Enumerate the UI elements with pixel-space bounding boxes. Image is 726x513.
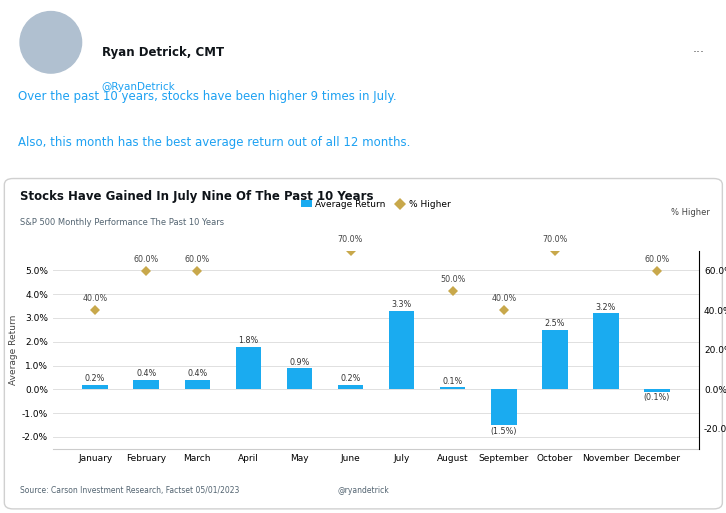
Text: % Higher: % Higher <box>671 208 710 217</box>
Text: 90.0%: 90.0% <box>0 512 1 513</box>
Bar <box>440 387 465 389</box>
Bar <box>287 368 312 389</box>
Circle shape <box>20 12 81 73</box>
Bar <box>644 389 670 392</box>
Text: 0.2%: 0.2% <box>340 374 361 383</box>
Text: 1.8%: 1.8% <box>238 336 258 345</box>
Text: 70.0%: 70.0% <box>338 235 363 244</box>
Bar <box>134 380 159 389</box>
Bar <box>236 347 261 389</box>
Text: 60.0%: 60.0% <box>134 255 159 264</box>
Bar <box>593 313 619 389</box>
Text: Stocks Have Gained In July Nine Of The Past 10 Years: Stocks Have Gained In July Nine Of The P… <box>20 190 374 203</box>
Bar <box>542 330 568 389</box>
Text: 2.5%: 2.5% <box>544 320 565 328</box>
Bar <box>389 311 415 389</box>
Text: ···: ··· <box>692 46 704 59</box>
Text: 0.4%: 0.4% <box>187 369 208 379</box>
Bar <box>184 380 210 389</box>
Text: 0.1%: 0.1% <box>443 377 462 386</box>
Text: (0.1%): (0.1%) <box>644 393 670 402</box>
Text: S&P 500 Monthly Performance The Past 10 Years: S&P 500 Monthly Performance The Past 10 … <box>20 218 224 227</box>
Text: 90.0%: 90.0% <box>0 512 1 513</box>
Bar <box>491 389 516 425</box>
Text: 50.0%: 50.0% <box>440 274 465 284</box>
Text: @RyanDetrick: @RyanDetrick <box>102 82 176 92</box>
Text: 70.0%: 70.0% <box>542 235 568 244</box>
Text: Source: Carson Investment Research, Factset 05/01/2023: Source: Carson Investment Research, Fact… <box>20 486 240 495</box>
Text: 90.0%: 90.0% <box>0 512 1 513</box>
Text: 0.4%: 0.4% <box>136 369 156 379</box>
Text: @ryandetrick: @ryandetrick <box>337 486 389 495</box>
Text: Also, this month has the best average return out of all 12 months.: Also, this month has the best average re… <box>18 136 410 149</box>
Bar <box>338 385 363 389</box>
Text: 0.2%: 0.2% <box>85 374 105 383</box>
Text: 40.0%: 40.0% <box>491 294 516 303</box>
Text: 40.0%: 40.0% <box>83 294 107 303</box>
Y-axis label: Average Return: Average Return <box>9 315 17 385</box>
Legend: Average Return, % Higher: Average Return, % Higher <box>298 196 454 212</box>
Text: 60.0%: 60.0% <box>184 255 210 264</box>
Text: Over the past 10 years, stocks have been higher 9 times in July.: Over the past 10 years, stocks have been… <box>18 90 397 103</box>
Text: Ryan Detrick, CMT: Ryan Detrick, CMT <box>102 46 224 59</box>
Text: 90.0%: 90.0% <box>0 512 1 513</box>
Text: 3.2%: 3.2% <box>596 303 616 312</box>
Bar <box>82 385 108 389</box>
Text: 0.9%: 0.9% <box>289 358 309 367</box>
Text: 3.3%: 3.3% <box>391 301 412 309</box>
Text: 60.0%: 60.0% <box>645 255 669 264</box>
Text: (1.5%): (1.5%) <box>491 426 517 436</box>
